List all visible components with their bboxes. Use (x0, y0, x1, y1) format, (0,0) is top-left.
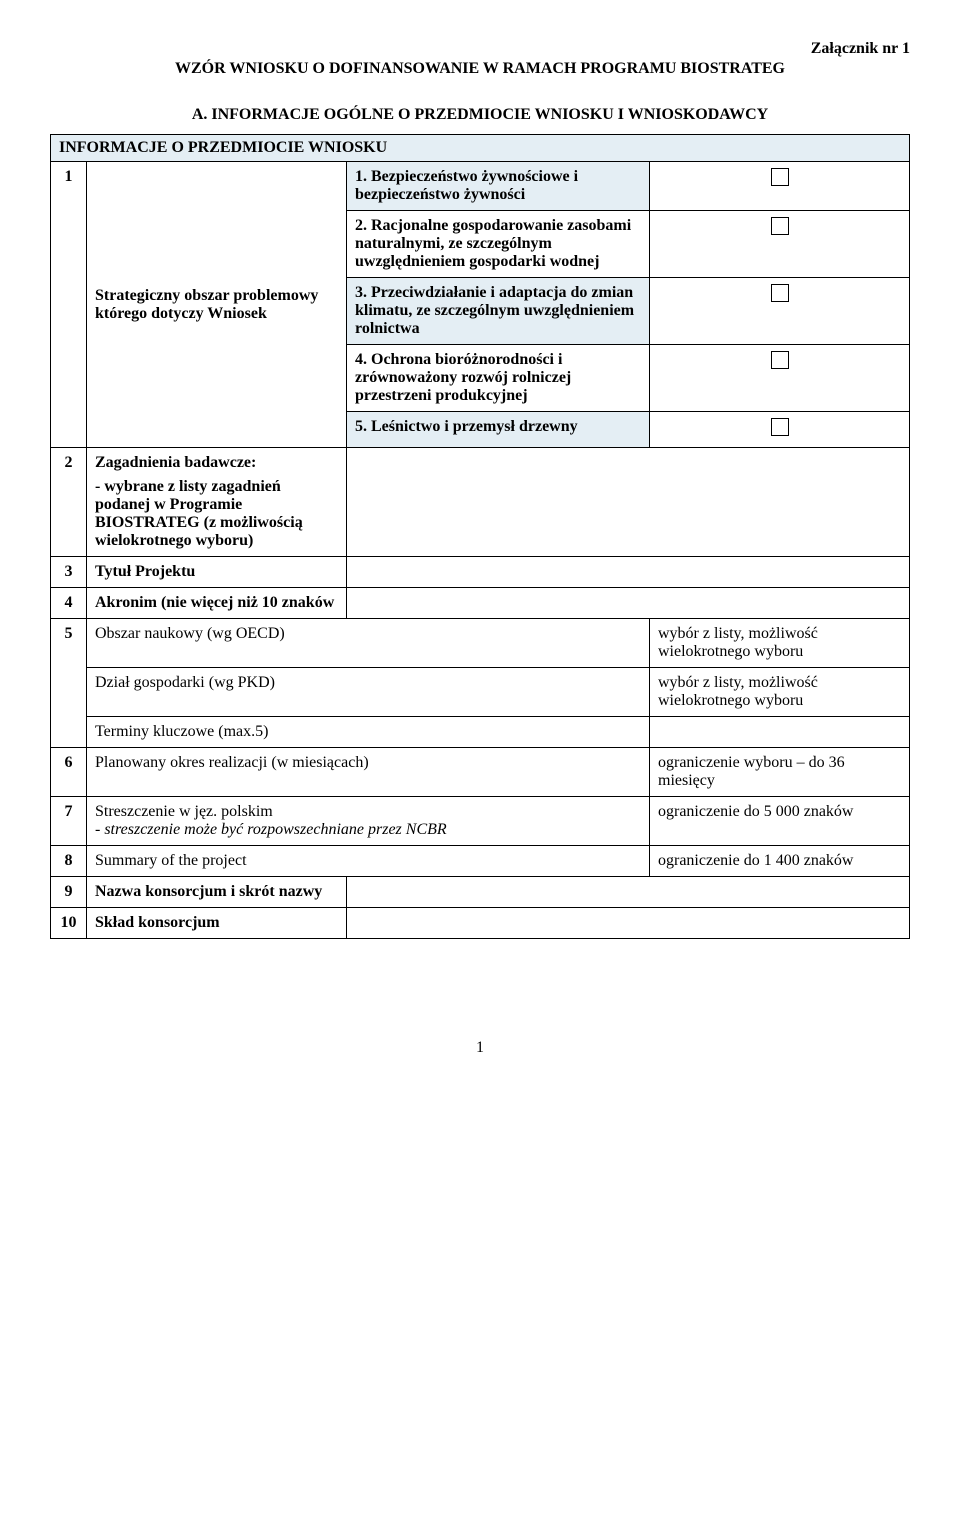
row6-note: ograniczenie wyboru – do 36 miesięcy (650, 748, 910, 797)
row1-opt5-check[interactable] (650, 412, 910, 448)
row8-number: 8 (51, 846, 87, 877)
section-a-heading: A. INFORMACJE OGÓLNE O PRZEDMIOCIE WNIOS… (50, 106, 910, 124)
row9-number: 9 (51, 877, 87, 908)
row1-number: 1 (51, 162, 87, 448)
checkbox-icon (771, 284, 789, 302)
page-number: 1 (50, 1039, 910, 1057)
row1-opt4-check[interactable] (650, 345, 910, 412)
page-title: WZÓR WNIOSKU O DOFINANSOWANIE W RAMACH P… (50, 60, 910, 78)
row7-label-line2-prefix: - (95, 821, 104, 838)
row2-number: 2 (51, 448, 87, 557)
row8-label: Summary of the project (87, 846, 650, 877)
row2-value[interactable] (347, 448, 910, 557)
row1-label-text: Strategiczny obszar problemowy którego d… (95, 287, 318, 322)
row5b-label: Dział gospodarki (wg PKD) (87, 668, 650, 717)
row10-label: Skład konsorcjum (87, 908, 347, 939)
row7-label-line2: streszczenie może być rozpowszechniane p… (104, 821, 446, 838)
row10-value[interactable] (347, 908, 910, 939)
row5c-label: Terminy kluczowe (max.5) (87, 717, 650, 748)
row7-number: 7 (51, 797, 87, 846)
attachment-number: Załącznik nr 1 (50, 40, 910, 58)
row5a-label: Obszar naukowy (wg OECD) (87, 619, 650, 668)
row1-opt1-check[interactable] (650, 162, 910, 211)
row9-value[interactable] (347, 877, 910, 908)
row5b-note: wybór z listy, możliwość wielokrotnego w… (650, 668, 910, 717)
row1-opt3: 3. Przeciwdziałanie i adaptacja do zmian… (347, 278, 650, 345)
row4-value[interactable] (347, 588, 910, 619)
row5c-value[interactable] (650, 717, 910, 748)
row3-label: Tytuł Projektu (87, 557, 347, 588)
row1-opt2: 2. Racjonalne gospodarowanie zasobami na… (347, 211, 650, 278)
row2-label: Zagadnienia badawcze: - wybrane z listy … (87, 448, 347, 557)
checkbox-icon (771, 217, 789, 235)
row7-note: ograniczenie do 5 000 znaków (650, 797, 910, 846)
row1-opt2-check[interactable] (650, 211, 910, 278)
row6-label: Planowany okres realizacji (w miesiącach… (87, 748, 650, 797)
form-table: 1 Strategiczny obszar problemowy którego… (50, 161, 910, 939)
row5-number: 5 (51, 619, 87, 748)
row1-opt5: 5. Leśnictwo i przemysł drzewny (347, 412, 650, 448)
checkbox-icon (771, 168, 789, 186)
row2-label-title: Zagadnienia badawcze: (95, 454, 338, 472)
row1-label: Strategiczny obszar problemowy którego d… (87, 162, 347, 448)
row9-label: Nazwa konsorcjum i skrót nazwy (87, 877, 347, 908)
row1-opt3-check[interactable] (650, 278, 910, 345)
checkbox-icon (771, 418, 789, 436)
subsection-header: INFORMACJE O PRZEDMIOCIE WNIOSKU (50, 134, 910, 162)
row10-number: 10 (51, 908, 87, 939)
row1-opt4: 4. Ochrona bioróżnorodności i zrównoważo… (347, 345, 650, 412)
row3-value[interactable] (347, 557, 910, 588)
row3-number: 3 (51, 557, 87, 588)
row6-number: 6 (51, 748, 87, 797)
row7-label: Streszczenie w jęz. polskim - streszczen… (87, 797, 650, 846)
row8-note: ograniczenie do 1 400 znaków (650, 846, 910, 877)
row4-number: 4 (51, 588, 87, 619)
row1-opt1: 1. Bezpieczeństwo żywnościowe i bezpiecz… (347, 162, 650, 211)
row4-label: Akronim (nie więcej niż 10 znaków (87, 588, 347, 619)
row5a-note: wybór z listy, możliwość wielokrotnego w… (650, 619, 910, 668)
row2-label-rest: - wybrane z listy zagadnień podanej w Pr… (95, 478, 338, 550)
checkbox-icon (771, 351, 789, 369)
row7-label-line1: Streszczenie w jęz. polskim (95, 803, 273, 820)
